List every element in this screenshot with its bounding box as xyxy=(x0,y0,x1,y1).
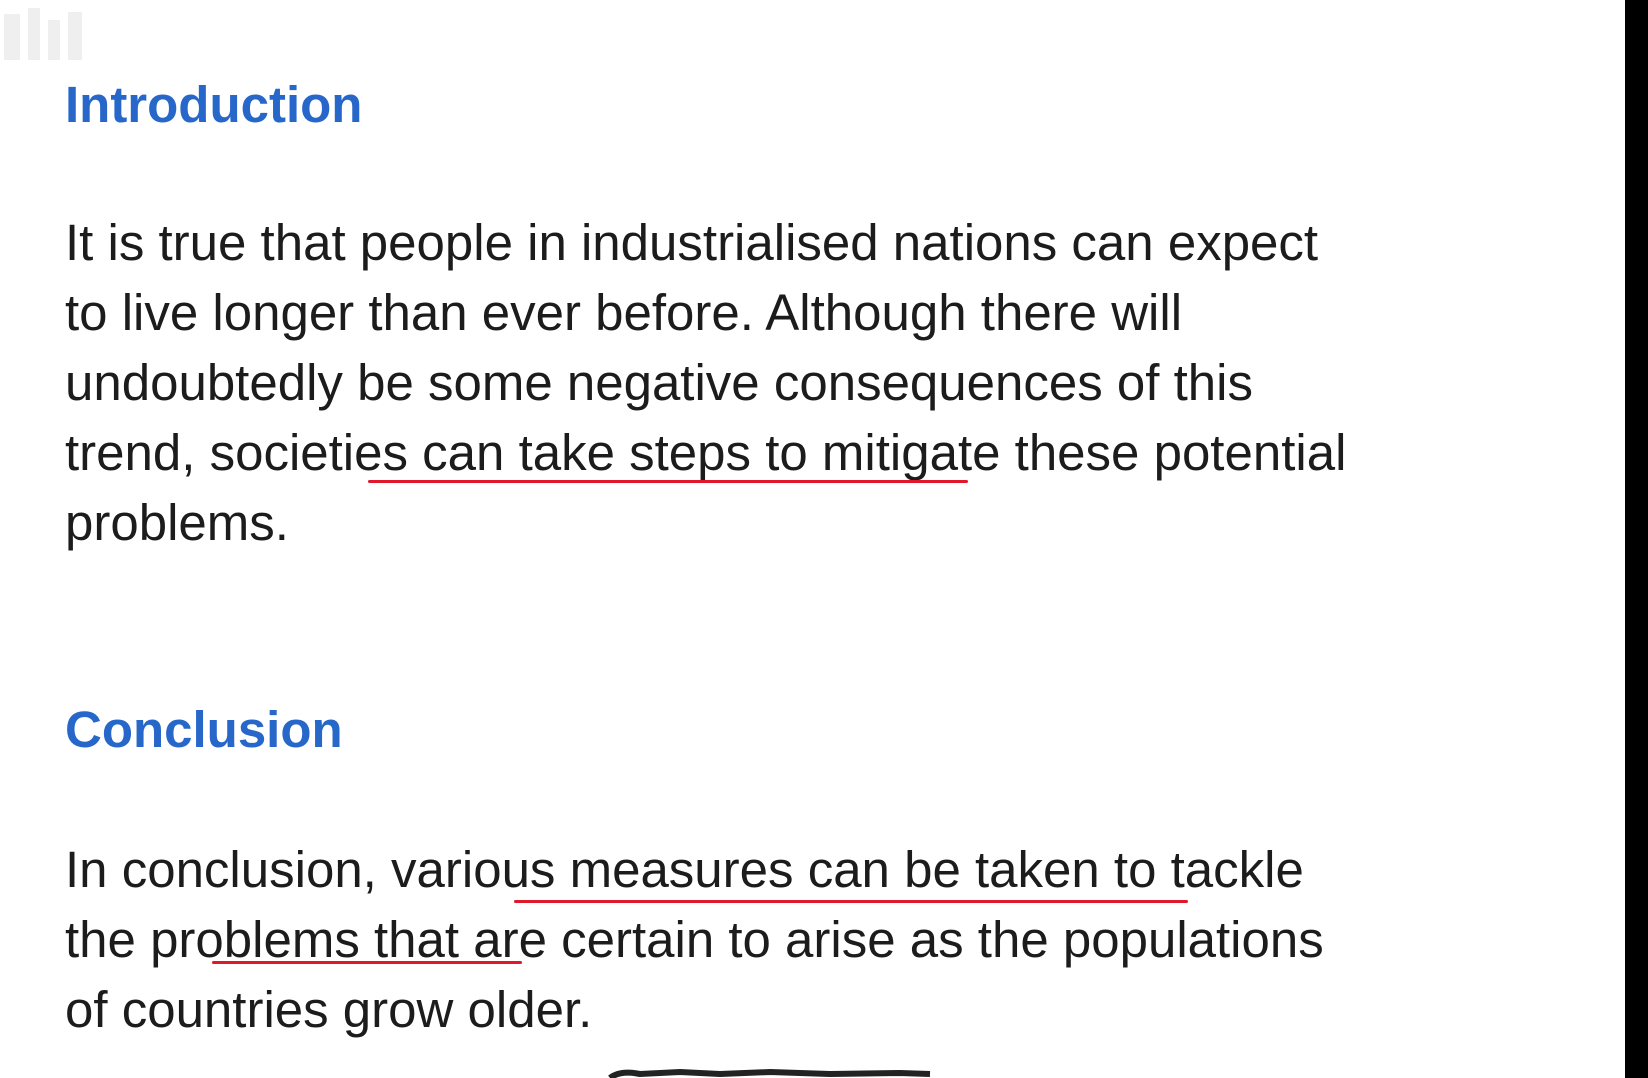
conclusion-heading: Conclusion xyxy=(65,701,343,758)
paragraph-line: problems. xyxy=(65,494,289,551)
paragraph-line: undoubtedly be some negative consequence… xyxy=(65,354,1253,411)
conclusion-paragraph: In conclusion, various measures can be t… xyxy=(65,835,1324,1045)
paragraph-line: the problems that are certain to arise a… xyxy=(65,911,1324,968)
watermark-logo-icon xyxy=(4,8,82,60)
paragraph-line: trend, societies can take steps to mitig… xyxy=(65,424,1347,481)
cut-off-next-line xyxy=(608,1068,931,1078)
paragraph-line: It is true that people in industrialised… xyxy=(65,214,1319,271)
introduction-paragraph: It is true that people in industrialised… xyxy=(65,208,1346,558)
annotation-underline xyxy=(368,480,968,483)
annotation-underline xyxy=(212,961,522,964)
paragraph-line: In conclusion, various measures can be t… xyxy=(65,841,1304,898)
introduction-heading: Introduction xyxy=(65,76,363,133)
paragraph-line: of countries grow older. xyxy=(65,981,593,1038)
paragraph-line: to live longer than ever before. Althoug… xyxy=(65,284,1183,341)
right-edge-bar xyxy=(1625,0,1648,1078)
annotation-underline xyxy=(514,900,1188,903)
